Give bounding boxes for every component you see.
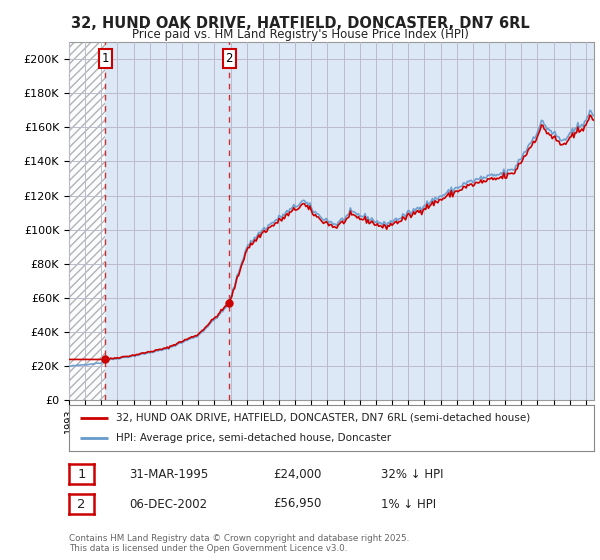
Text: 32% ↓ HPI: 32% ↓ HPI bbox=[381, 468, 443, 481]
Text: HPI: Average price, semi-detached house, Doncaster: HPI: Average price, semi-detached house,… bbox=[116, 433, 391, 443]
Text: £56,950: £56,950 bbox=[273, 497, 322, 511]
Text: £24,000: £24,000 bbox=[273, 468, 322, 481]
Text: 32, HUND OAK DRIVE, HATFIELD, DONCASTER, DN7 6RL: 32, HUND OAK DRIVE, HATFIELD, DONCASTER,… bbox=[71, 16, 529, 31]
Text: 31-MAR-1995: 31-MAR-1995 bbox=[129, 468, 208, 481]
Text: 2: 2 bbox=[77, 497, 86, 511]
Text: 06-DEC-2002: 06-DEC-2002 bbox=[129, 497, 207, 511]
Text: 1: 1 bbox=[77, 468, 86, 481]
Text: 2: 2 bbox=[226, 52, 233, 64]
Bar bbox=[69, 42, 106, 400]
Text: Contains HM Land Registry data © Crown copyright and database right 2025.
This d: Contains HM Land Registry data © Crown c… bbox=[69, 534, 409, 553]
Text: 1: 1 bbox=[101, 52, 109, 64]
Text: 32, HUND OAK DRIVE, HATFIELD, DONCASTER, DN7 6RL (semi-detached house): 32, HUND OAK DRIVE, HATFIELD, DONCASTER,… bbox=[116, 413, 530, 423]
Text: Price paid vs. HM Land Registry's House Price Index (HPI): Price paid vs. HM Land Registry's House … bbox=[131, 28, 469, 41]
Text: 1% ↓ HPI: 1% ↓ HPI bbox=[381, 497, 436, 511]
